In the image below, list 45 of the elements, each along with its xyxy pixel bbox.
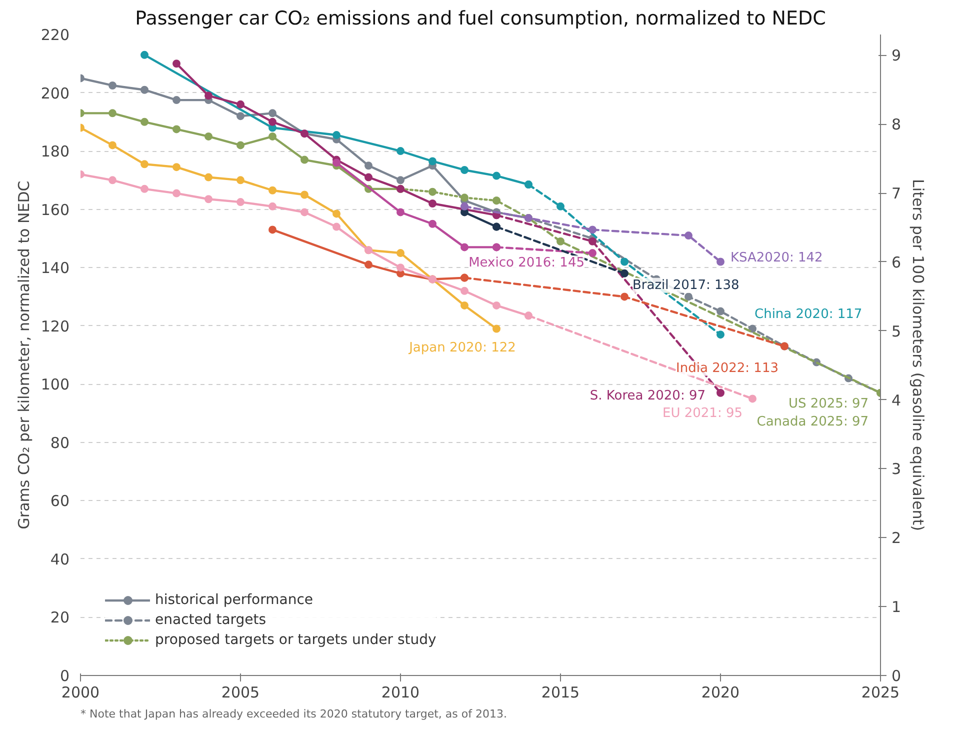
legend-label: proposed targets or targets under study	[155, 632, 436, 648]
text: * Note that Japan has already exceeded its 2020 statutory target, as of 2013.	[80, 708, 507, 720]
y-tick-label: 180	[40, 142, 70, 161]
annotation: Japan 2020: 122	[408, 340, 516, 356]
y-tick-label: 40	[50, 550, 70, 568]
annotation: Canada 2025: 97	[756, 414, 869, 430]
y2-axis-title: Liters per 100 kilometers (gasoline equivalent)	[909, 179, 928, 531]
y-tick-label: 220	[40, 26, 70, 44]
y-tick-label: 80	[50, 434, 70, 452]
annotation: Mexico 2016: 145	[468, 256, 585, 271]
y-tick-label: 140	[40, 259, 70, 278]
x-tick-label: 2020	[701, 684, 740, 702]
x-tick-label: 2015	[541, 684, 580, 702]
y2-tick-label: 3	[892, 460, 902, 478]
legend-label: enacted targets	[155, 612, 266, 628]
x-tick-label: 2005	[221, 684, 260, 702]
annotation: S. Korea 2020: 97	[590, 388, 706, 404]
y-tick-label: 20	[50, 608, 70, 627]
y-tick-label: 160	[40, 200, 70, 219]
y2-tick-label: 9	[892, 46, 902, 65]
y-tick-label: 0	[60, 667, 70, 685]
y2-tick-label: 1	[892, 598, 902, 616]
y2-tick-label: 2	[892, 529, 902, 548]
y-tick-label: 100	[40, 376, 70, 394]
annotation: Brazil 2017: 138	[632, 278, 740, 293]
annotation: KSA2020: 142	[730, 250, 823, 266]
y-axis-title: Grams CO₂ per kilometer, normalized to NEDC	[14, 180, 33, 530]
y2-tick-label: 4	[892, 391, 902, 410]
x-tick-label: 2000	[61, 684, 100, 702]
annotation: India 2022: 113	[676, 360, 779, 376]
y-tick-label: 120	[40, 317, 70, 336]
y2-tick-label: 7	[892, 184, 902, 203]
y2-tick-label: 8	[892, 116, 902, 134]
x-tick-label: 2025	[861, 684, 900, 702]
y-tick-label: 200	[40, 84, 70, 102]
x-tick-label: 2010	[381, 684, 420, 702]
legend-label: historical performance	[155, 592, 314, 608]
annotation: EU 2021: 95	[662, 406, 742, 422]
annotation: US 2025: 97	[788, 396, 869, 412]
chart-title: Passenger car CO₂ emissions and fuel consumption, normalized to NEDC	[135, 8, 826, 30]
y2-tick-label: 5	[892, 322, 902, 340]
y-tick-label: 60	[50, 492, 70, 510]
y2-tick-label: 6	[892, 253, 902, 272]
annotation: China 2020: 117	[754, 307, 862, 322]
y2-tick-label: 0	[892, 667, 902, 685]
